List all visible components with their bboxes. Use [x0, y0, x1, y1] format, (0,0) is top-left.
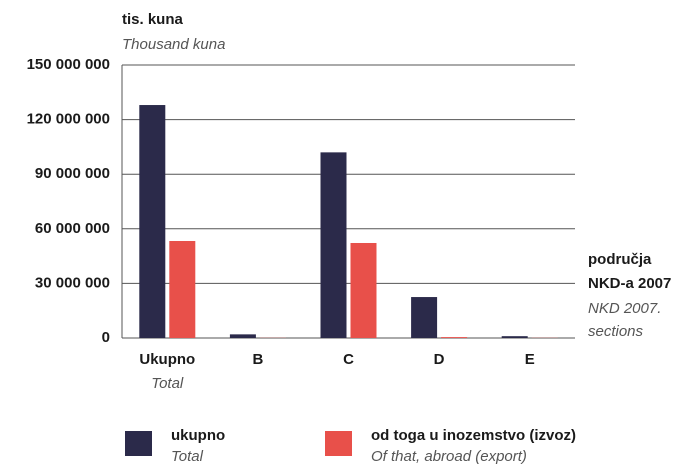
- y-tick-label: 60 000 000: [35, 220, 110, 237]
- bar: [320, 152, 347, 338]
- x-tick-label-en: Total: [151, 375, 184, 392]
- x-tick-label: E: [525, 351, 535, 368]
- legend-label: ukupno: [171, 427, 225, 444]
- bar: [139, 105, 166, 338]
- legend-swatch: [125, 431, 152, 456]
- bar: [501, 336, 528, 338]
- legend-label-en: Total: [171, 448, 204, 465]
- x-axis-label-en: NKD 2007.: [588, 300, 661, 317]
- bar: [229, 334, 256, 338]
- x-axis-label: NKD-a 2007: [588, 275, 671, 292]
- bar: [411, 297, 438, 338]
- y-tick-label: 0: [102, 329, 110, 346]
- x-axis-label: područja: [588, 251, 652, 268]
- bar: [350, 242, 377, 338]
- y-tick-label: 90 000 000: [35, 165, 110, 182]
- legend-label-en: Of that, abroad (export): [371, 448, 527, 465]
- y-tick-label: 150 000 000: [27, 56, 110, 73]
- y-axis-label-en: Thousand kuna: [122, 36, 225, 53]
- y-tick-label: 30 000 000: [35, 274, 110, 291]
- x-tick-label: Ukupno: [139, 351, 195, 368]
- x-tick-label: C: [343, 351, 354, 368]
- legend-swatch: [325, 431, 352, 456]
- bar: [441, 337, 468, 338]
- y-axis-label: tis. kuna: [122, 11, 184, 28]
- legend-label: od toga u inozemstvo (izvoz): [371, 427, 576, 444]
- y-tick-label: 120 000 000: [27, 111, 110, 128]
- x-tick-label: D: [434, 351, 445, 368]
- x-tick-label: B: [252, 351, 263, 368]
- bar: [169, 240, 196, 338]
- x-axis-label-en: sections: [588, 323, 644, 340]
